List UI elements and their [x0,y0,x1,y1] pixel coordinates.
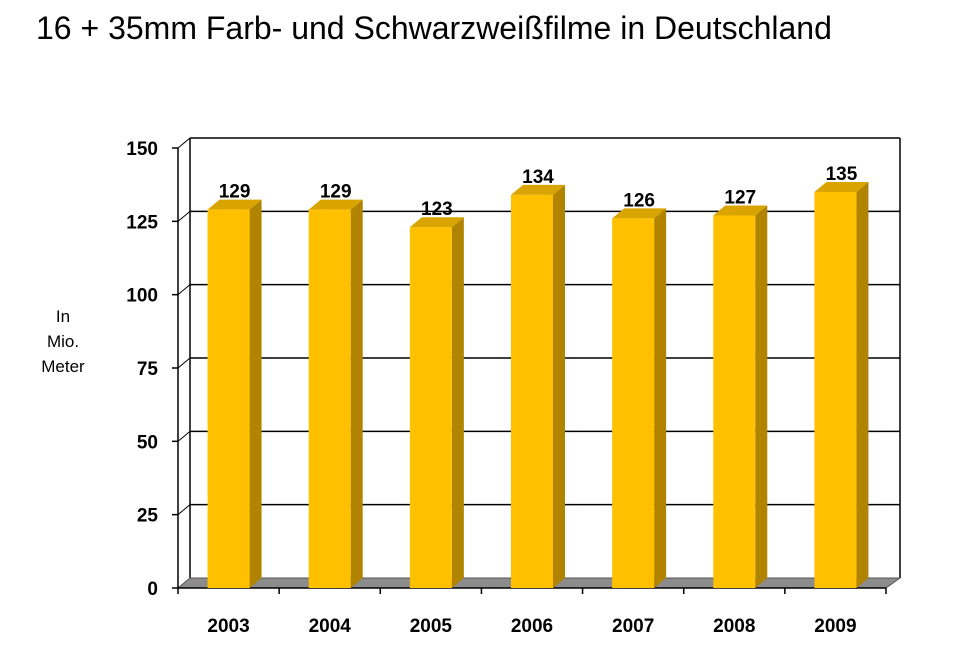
bar-2005 [409,227,452,588]
data-label-2005: 123 [421,199,453,220]
y-axis-label-line-2: Mio. [46,332,80,351]
bar-side-2005 [451,217,464,588]
x-tick-label-2003: 2003 [207,616,249,637]
bar-2008 [713,215,756,588]
bar-2009 [814,192,857,588]
x-tick-label-2007: 2007 [612,616,654,637]
y-tick-label-6: 150 [126,139,158,160]
bar-top-2007 [612,208,667,219]
x-tick-label-2004: 2004 [309,616,352,637]
bar-side-2006 [553,184,565,588]
bar-top-2005 [409,217,464,228]
gridline-side-5 [177,210,191,222]
y-axis-label: In Mio. Meter [28,304,98,379]
y-tick-label-4: 100 [126,286,158,307]
data-label-2003: 129 [219,182,251,203]
x-tick-label-2005: 2005 [410,616,453,637]
y-tick-label-5: 125 [126,212,158,233]
data-label-2006: 134 [522,167,554,188]
gridline-side-4 [177,284,191,296]
bar-top-2008 [713,205,768,216]
gridline-side-2 [177,430,191,442]
gridline-side-1 [177,504,191,516]
chart-title: 16 + 35mm Farb- und Schwarzweißfilme in … [36,10,832,46]
y-tick-label-0: 0 [147,579,158,600]
bar-2004 [308,209,351,588]
bar-2006 [511,194,553,588]
bar-top-2004 [308,199,363,210]
y-axis-label-line-1: In [55,307,71,326]
bar-top-2009 [814,182,869,192]
bar-top-2006 [511,184,565,195]
bar-side-2003 [249,199,262,588]
y-tick-label-3: 75 [137,359,159,380]
gridline-side-6 [177,137,191,149]
data-label-2009: 135 [826,164,858,185]
bar-side-2004 [350,199,363,588]
x-tick-label-2006: 2006 [511,616,553,637]
bar-side-2008 [755,205,768,588]
bar-top-2003 [207,199,262,210]
bar-side-2009 [856,182,869,588]
gridline-side-3 [177,357,191,369]
bar-2007 [612,218,655,588]
y-axis-label-line-3: Meter [41,357,85,376]
x-tick-label-2008: 2008 [713,616,755,637]
data-label-2008: 127 [724,187,756,208]
y-tick-label-2: 50 [137,432,158,453]
data-label-2004: 129 [320,182,352,203]
y-tick-label-1: 25 [137,506,159,527]
x-tick-label-2009: 2009 [814,616,856,637]
bar-2003 [207,209,250,588]
data-label-2007: 126 [623,190,655,211]
bar-side-2007 [654,208,667,588]
